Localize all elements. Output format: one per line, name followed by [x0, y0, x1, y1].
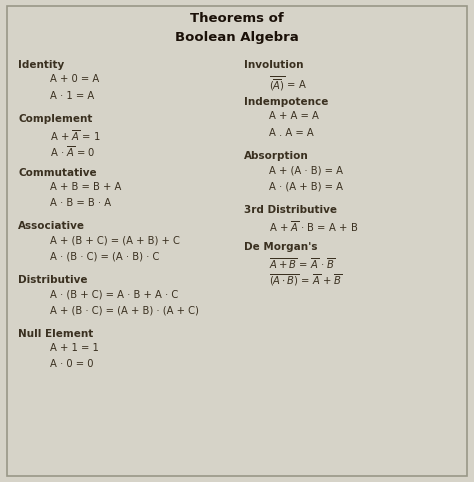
Text: A + 0 = A: A + 0 = A	[50, 74, 99, 84]
Text: A + 1 = 1: A + 1 = 1	[50, 343, 99, 353]
Text: Distributive: Distributive	[18, 275, 88, 285]
Text: Associative: Associative	[18, 221, 85, 231]
Text: $\overline{(\overline{A})}$ = A: $\overline{(\overline{A})}$ = A	[269, 74, 307, 93]
Text: A + $\overline{A}$ · B = A + B: A + $\overline{A}$ · B = A + B	[269, 219, 358, 233]
Text: A + (A · B) = A: A + (A · B) = A	[269, 165, 343, 175]
Text: $\overline{A + B}$ = $\overline{A}$ · $\overline{B}$: $\overline{A + B}$ = $\overline{A}$ · $\…	[269, 256, 336, 270]
Text: A · 0 = 0: A · 0 = 0	[50, 359, 93, 369]
Text: A + B = B + A: A + B = B + A	[50, 182, 121, 192]
Text: A · $\overline{A}$ = 0: A · $\overline{A}$ = 0	[50, 145, 95, 160]
Text: Complement: Complement	[18, 114, 92, 124]
Text: A · (A + B) = A: A · (A + B) = A	[269, 182, 343, 192]
Text: A . A = A: A . A = A	[269, 128, 314, 138]
Text: Boolean Algebra: Boolean Algebra	[175, 31, 299, 44]
Text: A + (B + C) = (A + B) + C: A + (B + C) = (A + B) + C	[50, 235, 180, 245]
Text: A · B = B · A: A · B = B · A	[50, 198, 111, 208]
Text: A + (B · C) = (A + B) · (A + C): A + (B · C) = (A + B) · (A + C)	[50, 306, 199, 316]
Text: Null Element: Null Element	[18, 329, 93, 338]
Text: A · (B + C) = A · B + A · C: A · (B + C) = A · B + A · C	[50, 289, 178, 299]
Text: Indempotence: Indempotence	[244, 97, 328, 107]
Text: Commutative: Commutative	[18, 168, 97, 177]
FancyBboxPatch shape	[7, 6, 467, 476]
Text: De Morgan's: De Morgan's	[244, 241, 318, 252]
Text: Absorption: Absorption	[244, 151, 309, 161]
Text: A · 1 = A: A · 1 = A	[50, 91, 94, 101]
Text: A + $\overline{A}$ = 1: A + $\overline{A}$ = 1	[50, 128, 100, 143]
Text: $\overline{(A \cdot B)}$ = $\overline{A}$ + $\overline{B}$: $\overline{(A \cdot B)}$ = $\overline{A}…	[269, 272, 343, 288]
Text: Theorems of: Theorems of	[190, 12, 284, 25]
Text: A + A = A: A + A = A	[269, 111, 319, 121]
Text: Identity: Identity	[18, 60, 64, 70]
Text: Involution: Involution	[244, 60, 304, 70]
Text: A · (B · C) = (A · B) · C: A · (B · C) = (A · B) · C	[50, 252, 159, 262]
Text: 3rd Distributive: 3rd Distributive	[244, 204, 337, 214]
